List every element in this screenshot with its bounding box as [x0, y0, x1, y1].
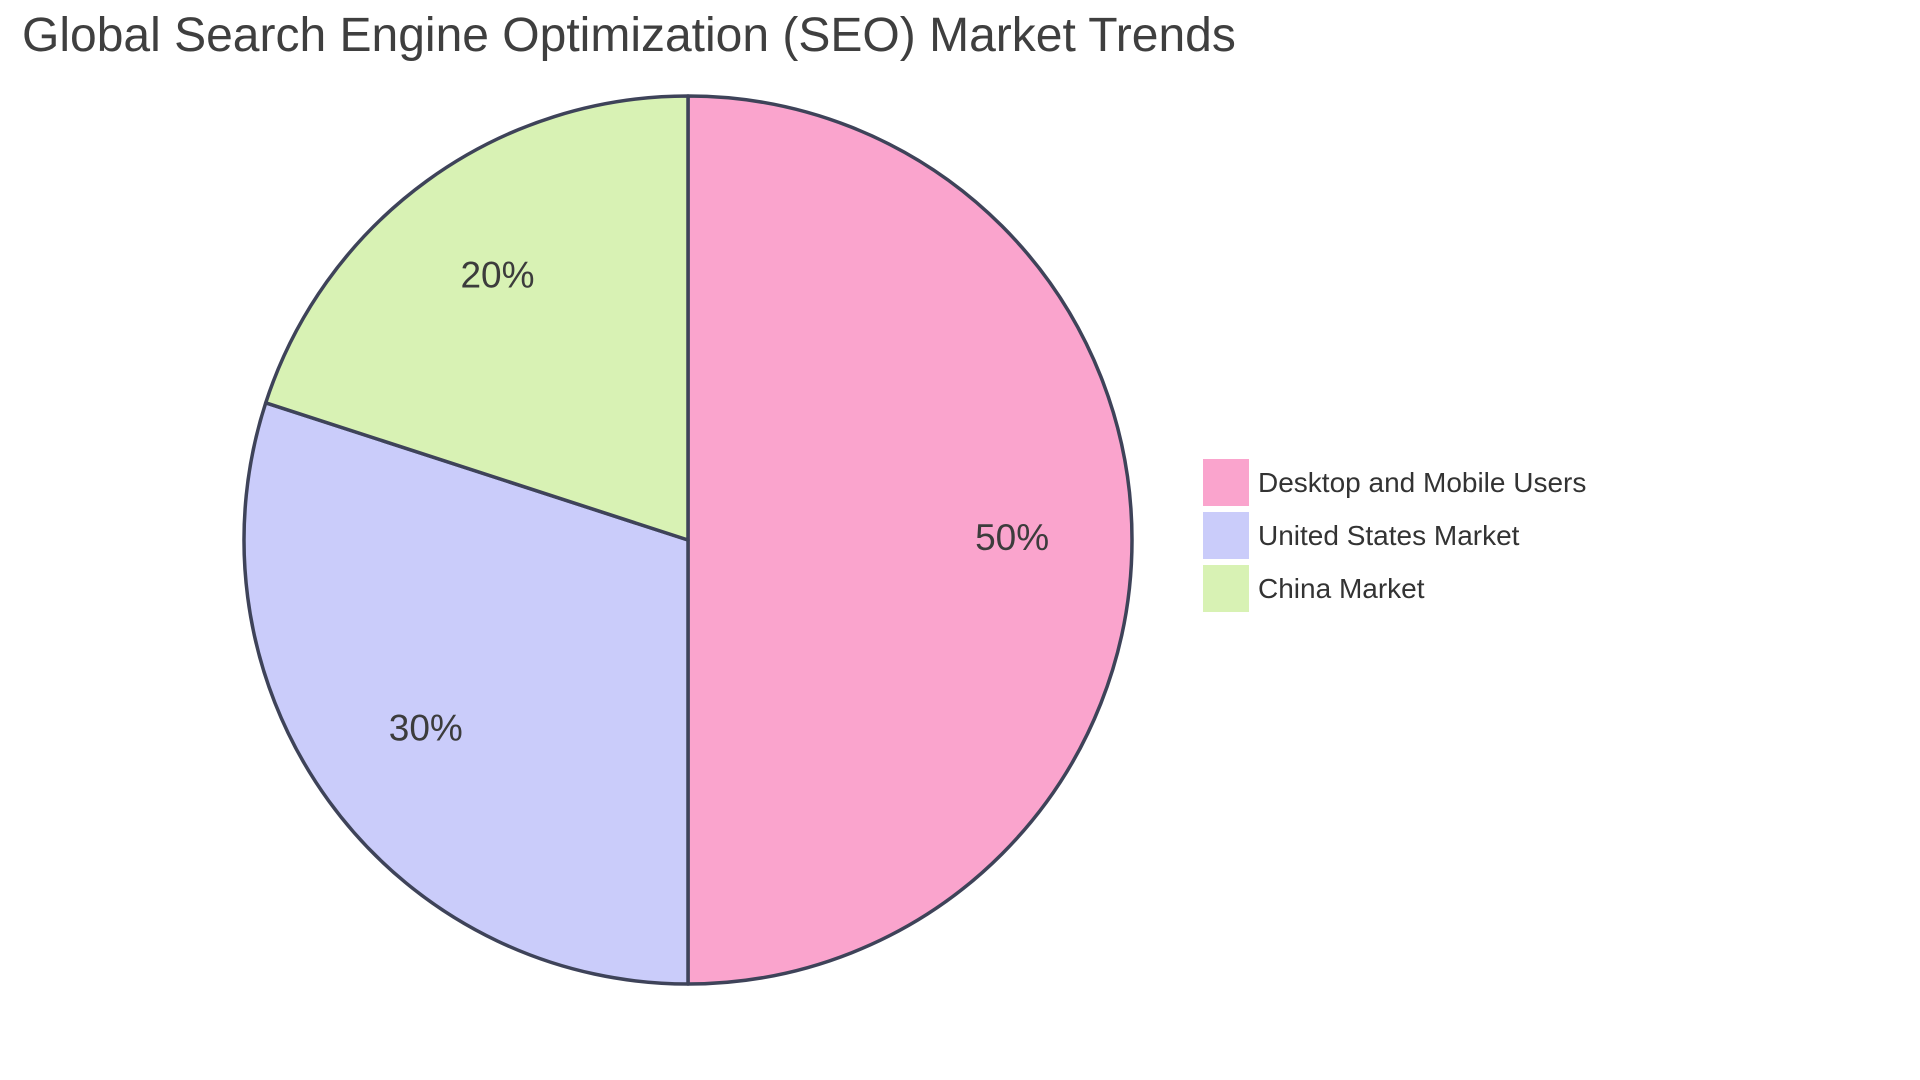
legend-swatch-united-states-market [1203, 512, 1249, 559]
legend-item-desktop-and-mobile-users[interactable]: Desktop and Mobile Users [1203, 459, 1586, 506]
pie-slice-china-market[interactable] [263, 94, 690, 542]
legend-swatch-desktop-and-mobile-users [1203, 459, 1249, 506]
legend-swatch-china-market [1203, 565, 1249, 612]
pie-slice-united-states-market[interactable] [242, 401, 690, 986]
legend-item-china-market[interactable]: China Market [1203, 565, 1586, 612]
slice-label-china-market: 20% [460, 255, 534, 296]
legend: Desktop and Mobile Users United States M… [1203, 459, 1586, 612]
legend-label-desktop-and-mobile-users: Desktop and Mobile Users [1258, 466, 1587, 498]
pie-slice-desktop-and-mobile-users[interactable] [686, 94, 1134, 986]
legend-label-china-market: China Market [1258, 572, 1425, 604]
slice-label-united-states-market: 30% [389, 707, 463, 748]
chart-title: Global Search Engine Optimization (SEO) … [22, 9, 1236, 62]
legend-label-united-states-market: United States Market [1258, 519, 1520, 551]
slice-label-desktop-and-mobile-users: 50% [975, 517, 1049, 558]
legend-item-united-states-market[interactable]: United States Market [1203, 512, 1586, 559]
